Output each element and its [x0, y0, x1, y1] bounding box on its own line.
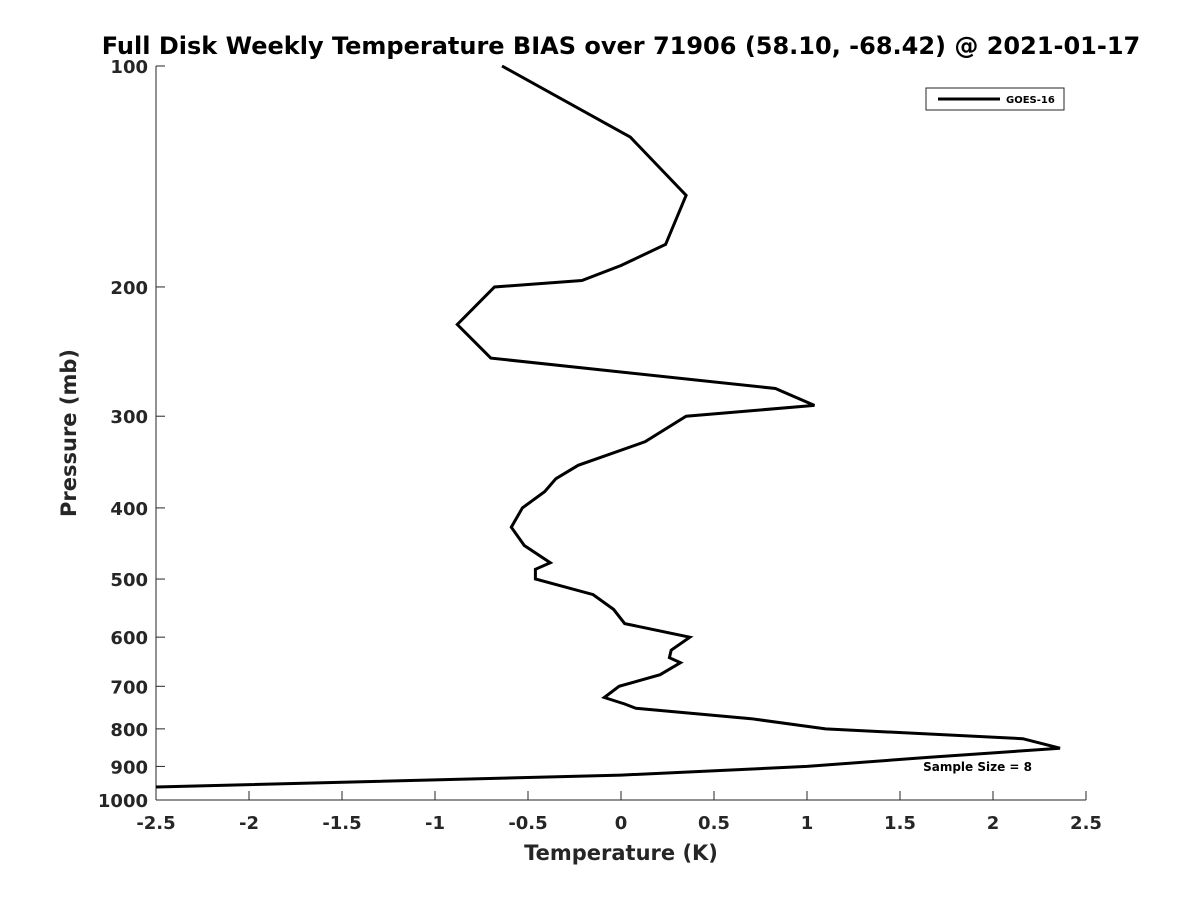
- y-tick-label: 900: [110, 757, 148, 778]
- x-axis-label: Temperature (K): [524, 841, 718, 865]
- y-tick-label: 400: [110, 499, 148, 520]
- x-tick-label: 2.5: [1070, 813, 1102, 834]
- x-tick-label: -2: [239, 813, 259, 834]
- x-tick-label: -1.5: [322, 813, 361, 834]
- y-axis-label: Pressure (mb): [57, 349, 81, 517]
- y-tick-label: 300: [110, 407, 148, 428]
- sample-size-annotation: Sample Size = 8: [923, 760, 1032, 774]
- x-tick-label: 1: [801, 813, 814, 834]
- x-tick-label: 0: [615, 813, 628, 834]
- x-tick-label: -2.5: [136, 813, 175, 834]
- legend: GOES-16: [925, 87, 1065, 111]
- y-tick-label: 200: [110, 278, 148, 299]
- x-tick-label: 0.5: [698, 813, 730, 834]
- x-tick-label: -0.5: [508, 813, 547, 834]
- x-tick-label: 2: [987, 813, 1000, 834]
- y-tick-label: 700: [110, 677, 148, 698]
- plot-area: -2.5 -2 -1.5 -1 -0.5 0 0.5 1 1.5 2 2.5 100 200 300 400…: [98, 57, 1102, 834]
- chart-title: Full Disk Weekly Temperature BIAS over 7…: [102, 32, 1141, 60]
- y-tick-label: 1000: [98, 791, 148, 812]
- series-line-goes-16: [155, 64, 1061, 789]
- y-tick-label: 600: [110, 628, 148, 649]
- legend-label-goes-16: GOES-16: [1006, 95, 1055, 106]
- y-tick-label: 800: [110, 720, 148, 741]
- y-tick-label: 100: [110, 57, 148, 78]
- x-tick-label: 1.5: [884, 813, 916, 834]
- x-tick-label: -1: [425, 813, 445, 834]
- y-tick-label: 500: [110, 570, 148, 591]
